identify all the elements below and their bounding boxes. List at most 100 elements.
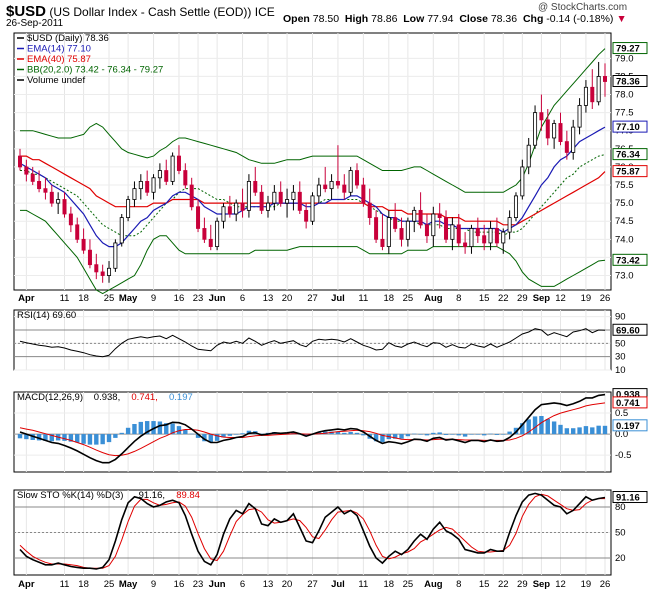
x-tick-label: 15 xyxy=(479,579,490,590)
candle-body xyxy=(494,228,499,244)
macd-flag-box xyxy=(612,419,648,432)
x-tick-label: 6 xyxy=(240,293,245,304)
macd-histogram-bar xyxy=(246,430,252,435)
macd-histogram-bar xyxy=(227,434,233,436)
candle-body xyxy=(526,144,531,168)
rsi-tick-label: 10 xyxy=(615,365,626,376)
macd-tick-label: 0.0 xyxy=(615,429,628,440)
x-tick-label: 6 xyxy=(240,579,245,590)
price-flag-box xyxy=(612,42,648,55)
candle-body xyxy=(463,242,468,247)
candle-body xyxy=(138,181,143,190)
macd-flag: 0.938 xyxy=(616,390,640,401)
candle-body xyxy=(30,173,35,182)
macd-histogram-bar xyxy=(462,434,468,437)
sto-tick-label: 50 xyxy=(615,528,626,539)
candle-body xyxy=(49,191,54,204)
macd-histogram-bar xyxy=(520,423,525,435)
macd-histogram-bar xyxy=(202,434,207,442)
price-tick-label: 79.0 xyxy=(615,53,634,64)
candle-body xyxy=(253,181,258,193)
macd-histogram-bar xyxy=(507,431,512,435)
x-tick-label: 18 xyxy=(78,579,89,590)
ohlc-low: Low 77.94 xyxy=(403,13,454,25)
candle-body xyxy=(475,228,480,237)
candle-body xyxy=(380,238,385,247)
candle-body xyxy=(437,213,442,219)
rsi-flag-box xyxy=(612,323,648,336)
macd-histogram-bar xyxy=(348,432,353,435)
price-flag: 77.10 xyxy=(616,122,640,133)
candle-body xyxy=(164,170,169,182)
candle-body xyxy=(259,191,264,211)
x-tick-label: 18 xyxy=(78,293,89,304)
x-tick-label: Aug xyxy=(424,579,443,590)
candle-body xyxy=(87,249,92,266)
candle-body xyxy=(603,76,608,82)
macd-histogram-bar xyxy=(170,423,175,435)
macd-histogram-bar xyxy=(113,434,118,438)
macd-histogram-bar xyxy=(399,434,404,439)
macd-histogram-bar xyxy=(412,433,417,435)
macd-histogram-bar xyxy=(94,434,99,445)
x-tick-label: Aug xyxy=(424,293,443,304)
x-tick-label: 12 xyxy=(555,293,566,304)
sto-legend-label: 91.16, xyxy=(139,490,165,501)
candle-body xyxy=(539,112,544,121)
macd-histogram-bar xyxy=(424,434,430,436)
macd-histogram-bar xyxy=(342,432,347,435)
macd-histogram-bar xyxy=(354,432,360,435)
price-tick-label: 75.5 xyxy=(615,180,634,191)
price-flag: 73.42 xyxy=(616,255,640,266)
x-tick-label: 19 xyxy=(581,579,592,590)
x-tick-label: 29 xyxy=(517,579,528,590)
macd-histogram-bar xyxy=(532,416,538,435)
ohlc-open: Open 78.50 xyxy=(283,13,340,25)
macd-histogram-bar xyxy=(596,425,601,435)
price-legend-label: EMA(40) 75.87 xyxy=(27,54,91,65)
macd-histogram-bar xyxy=(132,424,137,435)
macd-histogram-bar xyxy=(43,434,48,441)
macd-histogram-bar xyxy=(151,421,156,435)
x-tick-label: 15 xyxy=(479,293,490,304)
ohlc-readout: Open 78.50 High 78.86 Low 77.94 Close 78… xyxy=(283,13,627,25)
candle-body xyxy=(513,195,518,219)
macd-histogram-bar xyxy=(81,434,86,444)
x-tick-label: 11 xyxy=(60,579,70,590)
macd-tick-label: 0.5 xyxy=(615,408,628,419)
macd-histogram-bar xyxy=(189,433,194,435)
x-tick-label: 11 xyxy=(358,293,368,304)
x-tick-label: 11 xyxy=(60,293,70,304)
macd-histogram-bar xyxy=(75,434,80,443)
candle-body xyxy=(227,206,232,215)
price-legend-label: BB(20,2.0) 73.42 - 76.34 - 79.27 xyxy=(27,65,163,76)
price-legend-label: EMA(14) 77.10 xyxy=(27,44,91,55)
candle-body xyxy=(272,191,277,204)
x-tick-label: 25 xyxy=(403,293,414,304)
x-tick-label: 22 xyxy=(498,293,509,304)
macd-flag: 0.741 xyxy=(616,398,640,409)
macd-histogram-bar xyxy=(443,434,449,435)
x-tick-label: 19 xyxy=(581,293,592,304)
candle-body xyxy=(240,202,245,211)
macd-histogram-bar xyxy=(437,432,442,435)
symbol: $USD xyxy=(6,3,47,20)
macd-histogram-bar xyxy=(501,434,506,435)
candle-body xyxy=(405,220,410,240)
macd-histogram-bar xyxy=(494,434,500,435)
sto-tick-label: 20 xyxy=(615,553,626,564)
candle-body xyxy=(444,217,449,240)
price-flag-box xyxy=(612,253,648,266)
price-tick-label: 78.0 xyxy=(615,90,634,101)
candle-body xyxy=(68,213,73,226)
candle-body xyxy=(552,123,557,139)
x-tick-label: 29 xyxy=(517,293,528,304)
candle-body xyxy=(246,181,251,211)
candle-body xyxy=(482,235,487,244)
macd-histogram-bar xyxy=(481,434,487,436)
sto-legend-label: Slow STO %K(14) %D(3) xyxy=(17,490,123,501)
candle-body xyxy=(520,166,525,197)
x-tick-label: 12 xyxy=(555,579,566,590)
candle-body xyxy=(221,206,226,222)
macd-histogram-bar xyxy=(361,434,366,436)
